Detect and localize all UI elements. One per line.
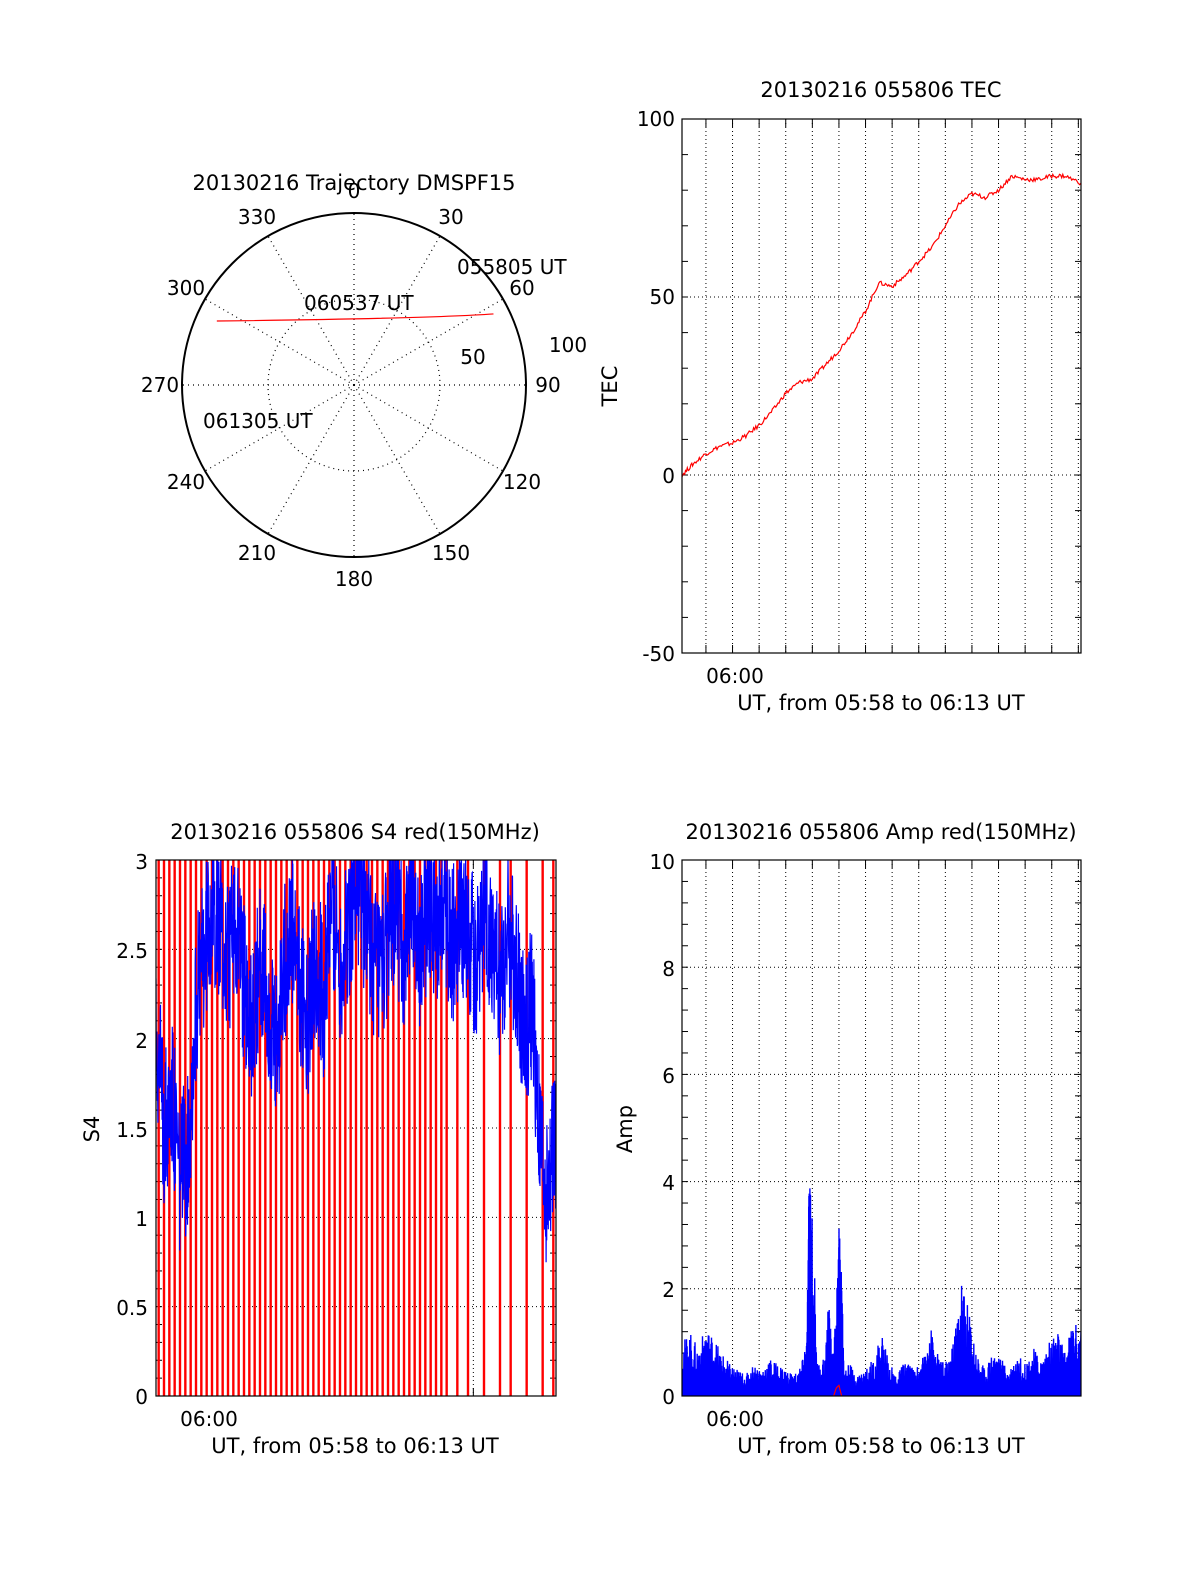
tec-y-tick-label: 100 [637, 107, 675, 131]
s4-y-tick-label: 1.5 [116, 1118, 148, 1142]
polar-chart-title: 20130216 Trajectory DMSPF15 [192, 171, 515, 195]
amp-y-tick-label: 8 [662, 957, 675, 981]
tec-chart-title: 20130216 055806 TEC [760, 78, 1001, 102]
tec-x-axis-label: UT, from 05:58 to 06:13 UT [737, 691, 1025, 715]
s4-series-1 [156, 860, 556, 1263]
polar-radial-label: 100 [549, 333, 587, 357]
polar-spoke [204, 298, 355, 386]
amp-chart: 20130216 055806 Amp red(150MHz) UT, from… [613, 820, 1082, 1458]
polar-az-label: 330 [238, 205, 276, 229]
polar-radial-label: 50 [460, 345, 485, 369]
polar-spoke [204, 384, 355, 472]
tec-chart: 20130216 055806 TEC UT, from 05:58 to 06… [598, 78, 1082, 715]
s4-y-tick-label: 1 [135, 1207, 148, 1231]
polar-chart: 20130216 Trajectory DMSPF15 0 30 60 90 1… [141, 171, 587, 591]
polar-azimuth-labels: 0 30 60 90 120 150 180 210 240 270 300 3… [141, 179, 561, 591]
amp-y-tick-label: 10 [650, 850, 675, 874]
polar-az-label: 240 [167, 470, 205, 494]
polar-annotation: 060537 UT [304, 291, 414, 315]
s4-plot-frame [155, 859, 557, 1397]
s4-y-tick-label: 0.5 [116, 1296, 148, 1320]
amp-y-tick-label: 0 [662, 1385, 675, 1409]
s4-y-tick-label: 0 [135, 1385, 148, 1409]
amp-x-tick-label: 06:00 [706, 1407, 764, 1431]
amp-y-axis-label: Amp [613, 1105, 637, 1153]
polar-spoke [267, 384, 355, 535]
amp-y-tick-label: 6 [662, 1064, 675, 1088]
polar-az-label: 210 [238, 541, 276, 565]
tec-y-tick-label: 0 [662, 464, 675, 488]
tec-plot-frame [681, 118, 1082, 654]
amp-series-0 [682, 1188, 1081, 1396]
polar-annotation: 061305 UT [203, 409, 313, 433]
polar-trajectory-line [216, 313, 494, 322]
polar-spoke [353, 298, 504, 386]
polar-annotation: 055805 UT [457, 255, 567, 279]
polar-grid [181, 212, 527, 558]
s4-y-tick-label: 2.5 [116, 939, 148, 963]
polar-az-label: 120 [503, 470, 541, 494]
polar-spoke [267, 235, 355, 386]
polar-spoke [353, 384, 504, 472]
s4-y-tick-label: 2 [135, 1029, 148, 1053]
amp-series-1 [833, 1384, 843, 1396]
polar-spoke [353, 384, 441, 535]
s4-x-axis-label: UT, from 05:58 to 06:13 UT [211, 1434, 499, 1458]
amp-chart-title: 20130216 055806 Amp red(150MHz) [685, 820, 1076, 844]
s4-y-axis-label: S4 [80, 1116, 104, 1143]
amp-y-tick-label: 4 [662, 1171, 675, 1195]
polar-az-label: 0 [348, 179, 361, 203]
amp-y-tick-label: 2 [662, 1278, 675, 1302]
polar-az-label: 180 [335, 567, 373, 591]
s4-chart: 20130216 055806 S4 red(150MHz) UT, from … [80, 820, 557, 1458]
tec-x-tick-label: 06:00 [706, 664, 764, 688]
tec-y-tick-label: 50 [650, 285, 675, 309]
tec-y-tick-label: -50 [642, 642, 675, 666]
s4-x-tick-label: 06:00 [180, 1407, 238, 1431]
amp-plot-frame [681, 859, 1082, 1397]
tec-y-axis-label: TEC [598, 366, 622, 408]
s4-chart-title: 20130216 055806 S4 red(150MHz) [170, 820, 540, 844]
polar-az-label: 60 [509, 276, 534, 300]
polar-az-label: 150 [432, 541, 470, 565]
amp-x-axis-label: UT, from 05:58 to 06:13 UT [737, 1434, 1025, 1458]
polar-az-label: 30 [438, 205, 463, 229]
polar-az-label: 90 [535, 373, 560, 397]
polar-spoke [353, 235, 441, 386]
polar-az-label: 300 [167, 276, 205, 300]
polar-outer-ring [181, 212, 527, 558]
s4-y-tick-label: 3 [135, 850, 148, 874]
tec-series-0 [682, 172, 1081, 478]
polar-az-label: 270 [141, 373, 179, 397]
